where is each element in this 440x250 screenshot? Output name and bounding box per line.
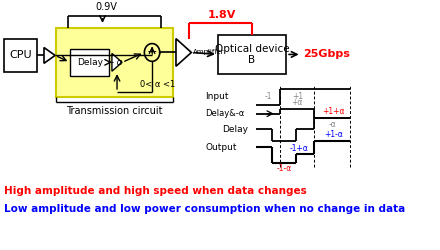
Text: 25Gbps: 25Gbps [303, 50, 350, 59]
Text: Delay&-α: Delay&-α [205, 109, 244, 118]
Text: Transmission circuit: Transmission circuit [66, 106, 163, 116]
Bar [218, 35, 286, 74]
Text: +1: +1 [292, 92, 303, 102]
Bar [70, 48, 110, 76]
Text: +α: +α [292, 98, 303, 107]
Text: 0.9V: 0.9V [96, 2, 118, 12]
Text: Delay: Delay [222, 125, 248, 134]
Text: +1+α: +1+α [322, 107, 345, 116]
Text: - α: - α [111, 58, 123, 67]
Polygon shape [112, 54, 122, 71]
Text: -α: -α [328, 120, 336, 130]
Text: -1: -1 [264, 92, 272, 102]
Text: +1-α: +1-α [324, 130, 343, 139]
Bar [55, 28, 173, 97]
Polygon shape [176, 39, 191, 66]
Text: Input: Input [205, 92, 228, 102]
Bar [4, 39, 37, 72]
Text: Amplifier: Amplifier [193, 50, 224, 56]
Text: Output: Output [205, 143, 237, 152]
Text: +: + [147, 46, 158, 59]
Text: CPU: CPU [9, 50, 32, 60]
Text: 1.8V: 1.8V [208, 10, 236, 20]
Text: Low amplitude and low power consumption when no change in data: Low amplitude and low power consumption … [4, 204, 406, 214]
Text: Delay: Delay [77, 58, 103, 67]
Text: 0< α <1: 0< α <1 [140, 80, 176, 89]
Text: High amplitude and high speed when data changes: High amplitude and high speed when data … [4, 186, 307, 196]
Text: -1+α: -1+α [290, 144, 308, 152]
Text: Optical device
B: Optical device B [215, 44, 290, 65]
Text: -1-α: -1-α [277, 164, 292, 173]
Polygon shape [44, 48, 55, 63]
